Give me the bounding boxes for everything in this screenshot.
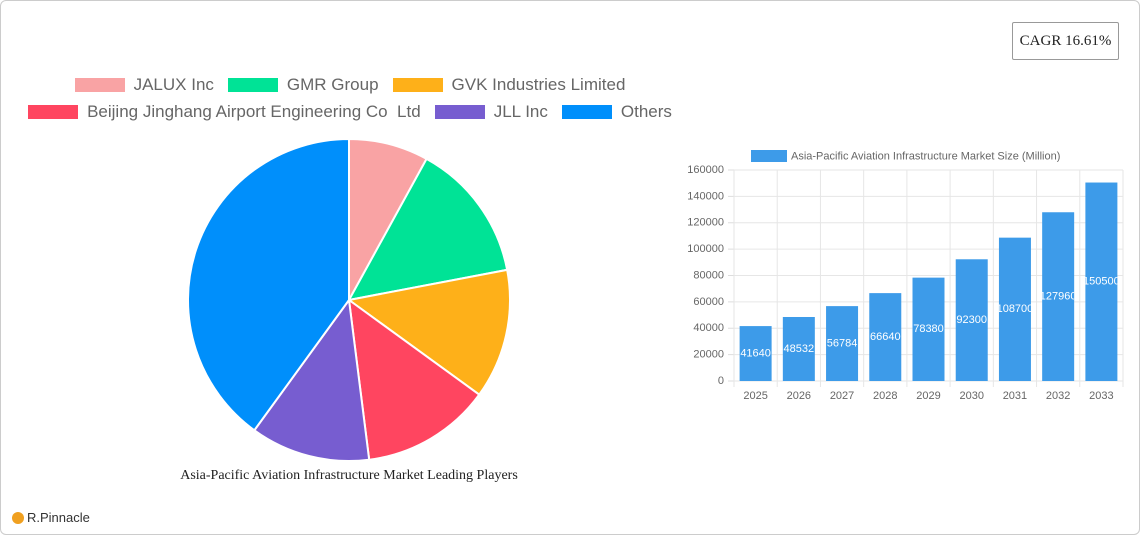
legend-label: GMR Group [286, 75, 379, 94]
y-tick-label: 80000 [693, 269, 724, 281]
y-tick-label: 20000 [693, 349, 724, 361]
legend-item: JLL Inc [434, 102, 548, 122]
bar-value-label: 150500 [1083, 276, 1120, 288]
x-tick-label: 2026 [787, 390, 811, 402]
legend-swatch [28, 105, 79, 119]
bar [912, 277, 945, 381]
bar-value-label: 48532 [784, 343, 815, 355]
bar-value-label: 108700 [997, 303, 1034, 315]
legend-swatch [392, 78, 443, 92]
y-tick-label: 0 [718, 375, 724, 387]
bar [1085, 182, 1118, 381]
legend-item: GMR Group [227, 75, 379, 95]
legend-label: Beijing Jinghang Airport Engineering Co … [87, 102, 421, 121]
pie-slice [252, 297, 371, 462]
x-tick-label: 2032 [1046, 390, 1070, 402]
x-tick-label: 2029 [916, 390, 940, 402]
y-tick-label: 160000 [687, 164, 724, 176]
x-tick-label: 2031 [1003, 390, 1027, 402]
bar [739, 326, 772, 381]
x-tick-label: 2030 [959, 390, 983, 402]
pie-slice [187, 137, 350, 432]
legend-swatch [434, 105, 485, 119]
bar-value-label: 127960 [1040, 291, 1077, 303]
pie-slice [347, 297, 481, 461]
logo-icon [12, 511, 24, 524]
legend-swatch [74, 78, 125, 92]
legend-item: Beijing Jinghang Airport Engineering Co … [28, 102, 421, 122]
legend-label: JLL Inc [493, 102, 548, 121]
pie-legend: JALUX Inc GMR Group GVK Industries Limited… [20, 75, 680, 122]
bar [869, 293, 902, 381]
bar-value-label: 41640 [740, 347, 771, 359]
legend-label: Asia-Pacific Aviation Infrastructure Mar… [791, 150, 1060, 162]
logo-text: R.Pinnacle [27, 510, 90, 525]
legend-item: JALUX Inc [74, 75, 214, 95]
bar-value-label: 92300 [956, 314, 987, 326]
cagr-badge: CAGR 16.61% [1012, 22, 1119, 60]
x-tick-label: 2027 [830, 390, 854, 402]
legend-label: JALUX Inc [133, 75, 214, 94]
x-tick-label: 2028 [873, 390, 897, 402]
y-tick-label: 40000 [693, 322, 724, 334]
bar [826, 306, 859, 381]
x-tick-label: 2033 [1089, 390, 1113, 402]
y-tick-label: 60000 [693, 296, 724, 308]
legend-item: GVK Industries Limited [392, 75, 626, 95]
legend-swatch [227, 78, 278, 92]
y-tick-label: 120000 [687, 217, 724, 229]
y-tick-label: 140000 [687, 190, 724, 202]
bar-value-label: 56784 [827, 337, 858, 349]
legend-swatch [561, 105, 612, 119]
y-tick-label: 100000 [687, 243, 724, 255]
bar [1042, 212, 1075, 381]
bar [782, 316, 815, 381]
bar-value-label: 78380 [913, 323, 944, 335]
legend-item: Others [561, 102, 672, 122]
pie-slice [347, 157, 509, 302]
legend-label: GVK Industries Limited [451, 75, 626, 94]
bar [955, 259, 988, 381]
bar [998, 237, 1031, 381]
pie-slice [346, 268, 511, 397]
pie-title: Asia-Pacific Aviation Infrastructure Mar… [180, 468, 518, 483]
bar-value-label: 66640 [870, 331, 901, 343]
logo: R.Pinnacle [12, 510, 90, 525]
legend-swatch [751, 150, 787, 162]
x-tick-label: 2025 [743, 390, 767, 402]
legend-label: Others [620, 102, 672, 121]
